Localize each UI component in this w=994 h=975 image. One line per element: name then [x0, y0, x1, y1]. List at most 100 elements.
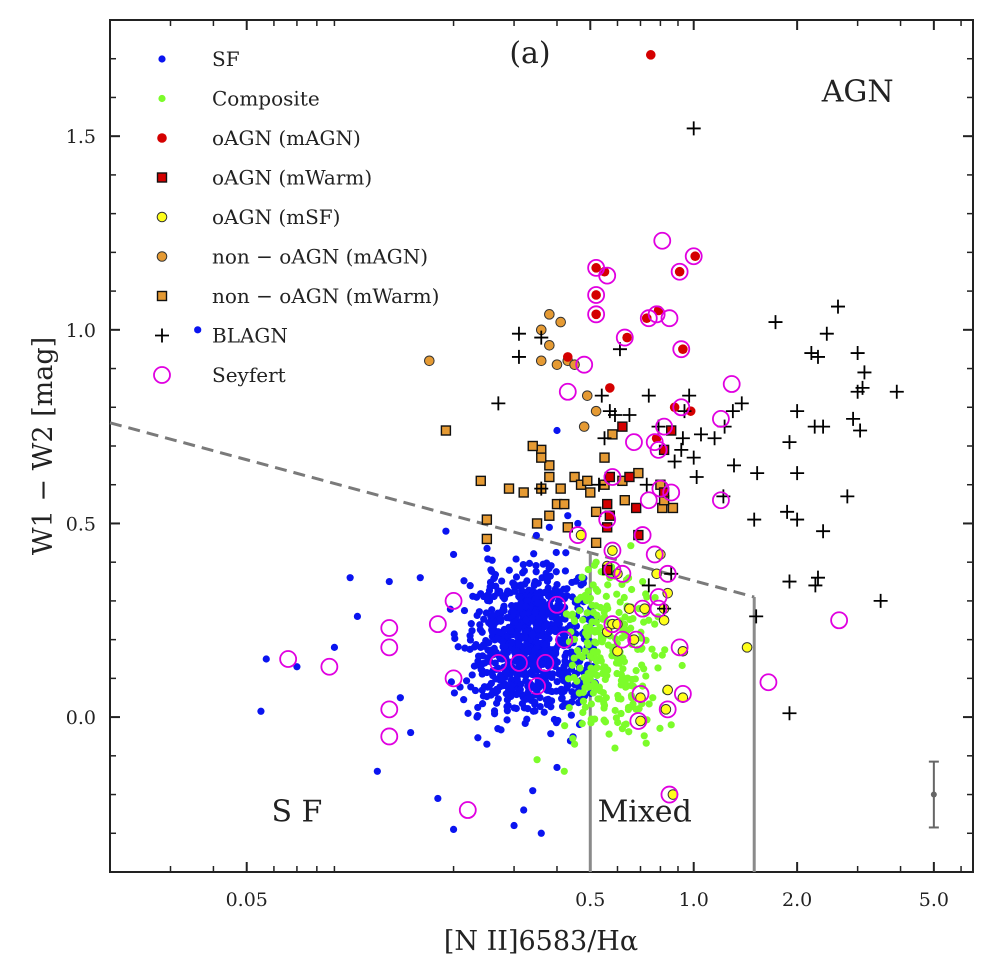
- sf-point: [520, 567, 528, 575]
- composite-point: [597, 634, 605, 642]
- blagn-point: [782, 574, 797, 589]
- comp-point: [600, 701, 609, 710]
- blagn-point: [534, 330, 549, 345]
- sf-point: [564, 512, 572, 520]
- oagn-magn-point: [678, 344, 688, 354]
- composite-point: [604, 581, 612, 589]
- seyfert-point: [653, 231, 672, 250]
- seyfert-point: [670, 638, 689, 657]
- blagn-point: [641, 388, 656, 403]
- blagn-point: [693, 427, 708, 442]
- non-magn-point: [424, 355, 435, 367]
- composite-point: [576, 664, 584, 672]
- composite-point: [570, 616, 578, 624]
- non-mwarm-point: [440, 425, 452, 436]
- comp-point: [618, 725, 626, 733]
- comp-point: [667, 721, 675, 729]
- non-magn-point: [544, 340, 555, 351]
- non-mwarm-point: [562, 522, 573, 533]
- blagn-point: [675, 431, 690, 446]
- sf-point: [353, 612, 362, 621]
- dashed-demarcation-line: [109, 421, 755, 599]
- composite-point: [620, 593, 628, 602]
- sf-point: [501, 680, 510, 689]
- blagn-point: [689, 469, 704, 484]
- sf-point: [519, 560, 527, 569]
- sf-point: [523, 597, 532, 605]
- sf-point: [330, 643, 339, 651]
- sf-point: [521, 719, 529, 728]
- non-mwarm-point: [619, 495, 630, 506]
- non-mwarm-point: [569, 471, 580, 483]
- seyfert-point: [603, 468, 622, 486]
- seyfert-point: [647, 305, 666, 324]
- sf-point: [500, 595, 509, 603]
- seyfert-point: [598, 266, 617, 285]
- seyfert-point: [629, 712, 648, 730]
- blagn-point: [686, 450, 701, 465]
- sf-point: [454, 643, 462, 651]
- seyfert-point: [444, 592, 463, 610]
- composite-point: [599, 664, 607, 672]
- legend-marker-seyfert: [153, 366, 171, 384]
- seyfert-point: [558, 382, 577, 401]
- composite-point: [578, 720, 586, 728]
- non-mwarm-point: [585, 487, 596, 498]
- oagn-magn-point: [669, 402, 680, 413]
- seyfert-point: [639, 491, 658, 510]
- legend: SF Composite oAGN (mAGN) oAGN (mWarm) oAGN (…: [153, 47, 439, 387]
- blagn-point: [750, 466, 765, 481]
- oagn-mwarm-point: [624, 471, 635, 483]
- seyfert-point: [722, 375, 741, 393]
- composite-point: [593, 671, 601, 680]
- composite-point: [597, 657, 605, 665]
- oagn-msf-point: [662, 684, 673, 696]
- comp-point: [632, 667, 640, 675]
- sf-point: [512, 555, 520, 563]
- composite-point: [581, 591, 589, 600]
- sf-point: [488, 606, 496, 614]
- legend-marker-comp: [158, 94, 166, 103]
- sf-point: [489, 646, 497, 654]
- oagn-magn-point: [591, 309, 601, 320]
- sf-point: [528, 614, 536, 622]
- legend-label: oAGN (mAGN): [212, 126, 361, 150]
- oagn-msf-point: [655, 549, 666, 560]
- sf-point: [529, 787, 537, 795]
- sf-point: [498, 577, 506, 585]
- non-magn-point: [590, 405, 602, 417]
- sf-point: [520, 704, 528, 712]
- seyfert-point: [655, 417, 673, 436]
- sf-point: [522, 616, 530, 624]
- sf-point: [528, 652, 537, 661]
- sf-point: [568, 578, 576, 587]
- sf-point: [524, 646, 532, 654]
- sf-point: [544, 585, 552, 593]
- composite-point: [590, 679, 599, 688]
- composite-point: [591, 715, 599, 723]
- seyfert-point: [645, 545, 664, 564]
- x-tick-label: 0.05: [226, 889, 268, 911]
- sf-point: [488, 628, 496, 636]
- composite-point: [645, 700, 653, 708]
- sf-point: [547, 697, 556, 705]
- seyfert-point: [672, 398, 691, 417]
- sf-point: [434, 794, 442, 803]
- oagn-magn-point: [591, 263, 601, 273]
- comp-point: [643, 593, 651, 601]
- sf-point: [540, 708, 548, 716]
- composite-point: [570, 654, 578, 662]
- non-magn-point: [544, 309, 555, 320]
- blagn-point: [639, 477, 654, 492]
- seyfert-point: [649, 588, 668, 606]
- sf-point: [521, 602, 530, 610]
- non-mwarm-point: [599, 452, 610, 463]
- composite-point: [603, 602, 611, 610]
- comp-point: [611, 744, 619, 752]
- oagn-magn-point: [591, 290, 601, 300]
- seyfert-point: [712, 409, 730, 428]
- seyfert-point: [528, 677, 546, 696]
- sf-point: [532, 561, 540, 570]
- blagn-point: [749, 609, 764, 624]
- sf-point: [396, 694, 404, 702]
